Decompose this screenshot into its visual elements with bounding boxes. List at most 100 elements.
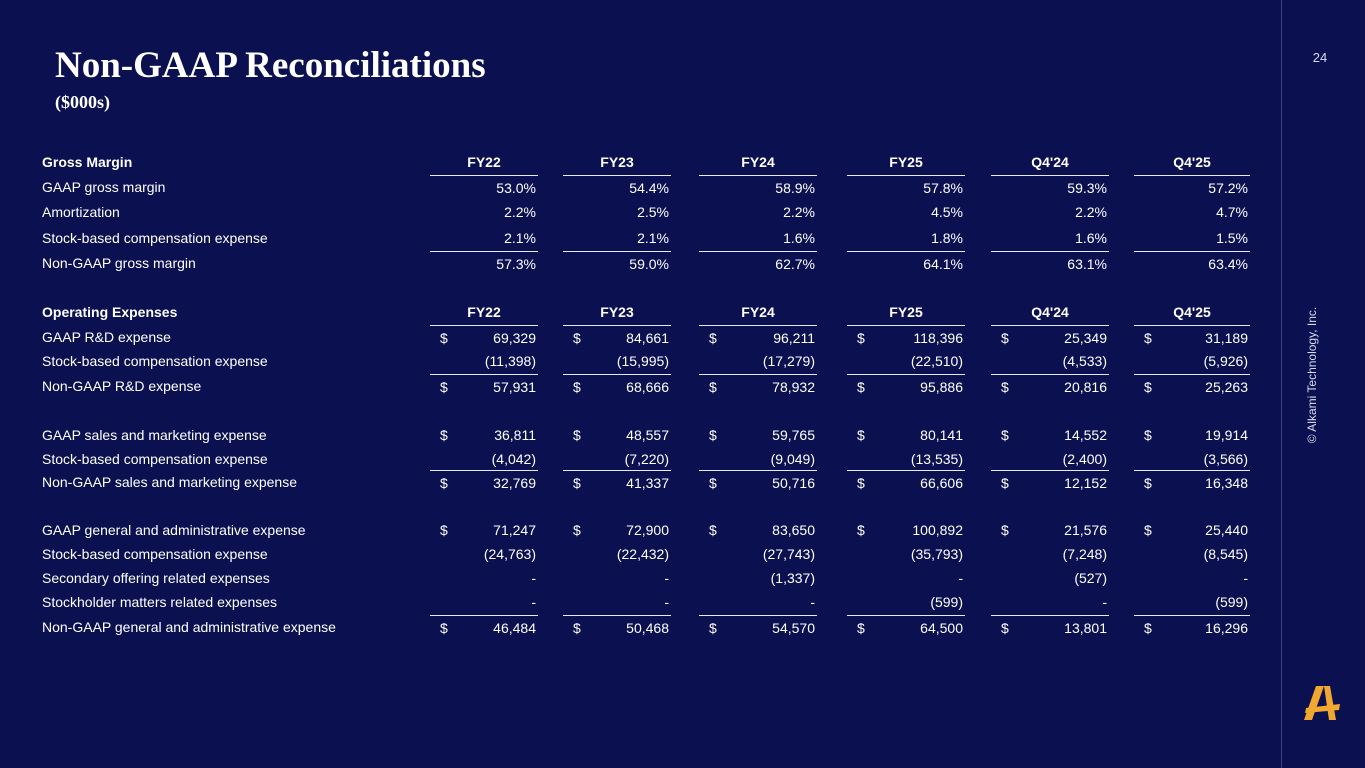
table-cell: $13,801 [991,615,1109,639]
table-cell: $32,769 [430,470,538,494]
table-row-total: Non-GAAP R&D expense $57,931 $68,666 $78… [0,374,1280,398]
table-cell: (4,042) [491,451,536,467]
row-label: Non-GAAP sales and marketing expense [42,474,297,490]
table-cell: 57.8% [847,175,965,199]
table-cell: (2,400) [1062,451,1107,467]
table-cell: $78,932 [699,374,817,398]
table-row: Stockholder matters related expenses - -… [0,590,1280,614]
table-cell: (27,743) [762,546,815,562]
table-cell: $100,892 [857,522,963,538]
row-label: GAAP gross margin [42,179,166,195]
table-cell: (7,220) [624,451,669,467]
table-cell: $16,348 [1134,470,1250,494]
table-cell: 62.7% [699,251,817,275]
table-cell: $69,329 [430,325,538,349]
table-cell: - [1102,594,1107,610]
table-cell: (9,049) [770,451,815,467]
table-cell: $48,557 [573,427,669,443]
table-cell: 1.6% [1075,230,1107,246]
table-cell: $54,570 [699,615,817,639]
table-cell: $84,661 [563,325,671,349]
table-cell: $25,349 [991,325,1109,349]
table-cell: - [958,570,963,586]
table-cell: $14,552 [1001,427,1107,443]
table-cell: (8,545) [1203,546,1248,562]
table-cell: (3,566) [1203,451,1248,467]
table-cell: $72,900 [573,522,669,538]
table-row: GAAP sales and marketing expense $36,811… [0,423,1280,447]
table-cell: (527) [1074,570,1107,586]
page-number: 24 [1312,50,1328,65]
table-cell: $64,500 [847,615,965,639]
table-cell: $95,886 [847,374,965,398]
table-cell: 2.2% [783,204,815,220]
table-cell: $96,211 [699,325,817,349]
row-label: Stock-based compensation expense [42,353,268,369]
table-row: Stock-based compensation expense (11,398… [0,349,1280,373]
table-cell: (22,510) [910,353,963,369]
column-header: Q4'25 [1173,154,1211,170]
table-row: Stock-based compensation expense 2.1% 2.… [0,226,1280,250]
table-cell: - [531,570,536,586]
table-cell: 57.2% [1134,175,1250,199]
table-cell: $31,189 [1134,325,1250,349]
column-header: Q4'24 [1031,304,1069,320]
table-cell: 2.1% [637,230,669,246]
table-cell: 63.1% [991,251,1109,275]
table-cell: $21,576 [1001,522,1107,538]
table-cell: 1.8% [931,230,963,246]
alkami-a-logo-icon [1304,686,1340,720]
table-cell: $36,811 [440,427,536,443]
row-label: Stock-based compensation expense [42,230,268,246]
copyright-notice: © Alkami Technology, Inc. [1305,306,1319,444]
table-row-total: Non-GAAP gross margin 57.3% 59.0% 62.7% … [0,251,1280,275]
table-cell: 2.5% [637,204,669,220]
page-title: Non-GAAP Reconciliations [55,45,486,86]
table-cell: 54.4% [563,175,671,199]
table-cell: (15,995) [616,353,669,369]
column-header: FY23 [600,304,634,320]
operating-expenses-header-row: Operating Expenses FY22 FY23 FY24 FY25 Q… [0,300,1280,324]
table-cell: (5,926) [1203,353,1248,369]
table-cell: $16,296 [1134,615,1250,639]
table-row-total: Non-GAAP sales and marketing expense $32… [0,470,1280,494]
table-cell: $50,468 [563,615,671,639]
table-row: GAAP general and administrative expense … [0,518,1280,542]
table-cell: (17,279) [762,353,815,369]
vertical-divider [1281,0,1282,768]
table-cell: (13,535) [910,451,963,467]
table-row: Stock-based compensation expense (24,763… [0,542,1280,566]
table-cell: - [531,594,536,610]
table-cell: $59,765 [709,427,815,443]
row-label: Stock-based compensation expense [42,546,268,562]
table-cell: 64.1% [847,251,965,275]
table-cell: (4,533) [1062,353,1107,369]
column-header: Q4'24 [1031,154,1069,170]
table-cell: 57.3% [430,251,538,275]
row-label: Stockholder matters related expenses [42,594,278,610]
table-cell: 59.3% [991,175,1109,199]
page-subtitle: ($000s) [55,92,110,112]
row-label: Secondary offering related expenses [42,570,270,586]
row-label: GAAP R&D expense [42,329,171,345]
row-label: Amortization [42,204,120,220]
table-row-total: Non-GAAP general and administrative expe… [0,615,1280,639]
row-label: Non-GAAP gross margin [42,255,196,271]
table-cell: (35,793) [910,546,963,562]
table-cell: $57,931 [430,374,538,398]
table-cell: $68,666 [563,374,671,398]
table-cell: (599) [1215,594,1248,610]
table-cell: 2.2% [1075,204,1107,220]
row-label: GAAP sales and marketing expense [42,427,267,443]
table-cell: $46,484 [430,615,538,639]
table-cell: $12,152 [991,470,1109,494]
table-cell: 1.6% [783,230,815,246]
table-cell: $80,141 [857,427,963,443]
table-cell: $83,650 [709,522,815,538]
table-cell: 1.5% [1216,230,1248,246]
column-header: FY24 [741,154,775,170]
column-header: FY25 [889,154,923,170]
table-cell: $25,440 [1144,522,1248,538]
table-cell: $20,816 [991,374,1109,398]
table-cell: $66,606 [847,470,965,494]
